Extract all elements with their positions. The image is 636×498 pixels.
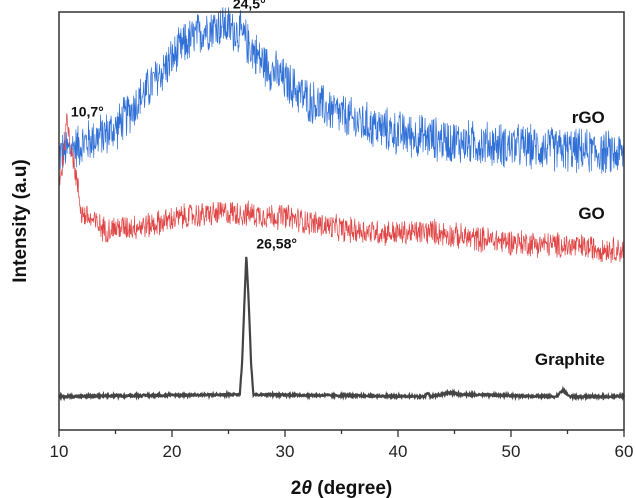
series-label-go: GO xyxy=(578,204,604,223)
series-line-go xyxy=(58,113,625,263)
series-line-graphite xyxy=(58,256,626,402)
tick-layer: 10 20 30 40 50 60 xyxy=(50,430,634,461)
x-tick-label: 10 xyxy=(50,442,69,461)
peak-annotation: 26,58° xyxy=(256,235,297,251)
x-axis-title-symbol: θ xyxy=(301,478,312,498)
x-tick-label: 30 xyxy=(276,442,295,461)
series-label-graphite: Graphite xyxy=(535,350,605,369)
y-axis-title: Intensity (a.u) xyxy=(10,159,31,283)
series-line-rgo xyxy=(58,7,625,174)
series-layer xyxy=(58,7,626,402)
x-axis-title-suffix: (degree) xyxy=(312,478,392,498)
x-tick-label: 50 xyxy=(502,442,521,461)
series-label-rgo: rGO xyxy=(572,108,605,127)
peak-annotation: 24,5° xyxy=(233,0,266,12)
x-tick-label: 40 xyxy=(389,442,408,461)
peak-annotation: 10,7° xyxy=(71,104,104,120)
x-tick-label: 60 xyxy=(615,442,634,461)
x-tick-label: 20 xyxy=(163,442,182,461)
x-axis-title-prefix: 2 xyxy=(291,478,302,498)
label-layer: rGO GO Graphite 24,5° 10,7° 26,58° xyxy=(71,0,605,369)
x-axis-title: 2θ (degree) xyxy=(291,478,392,498)
